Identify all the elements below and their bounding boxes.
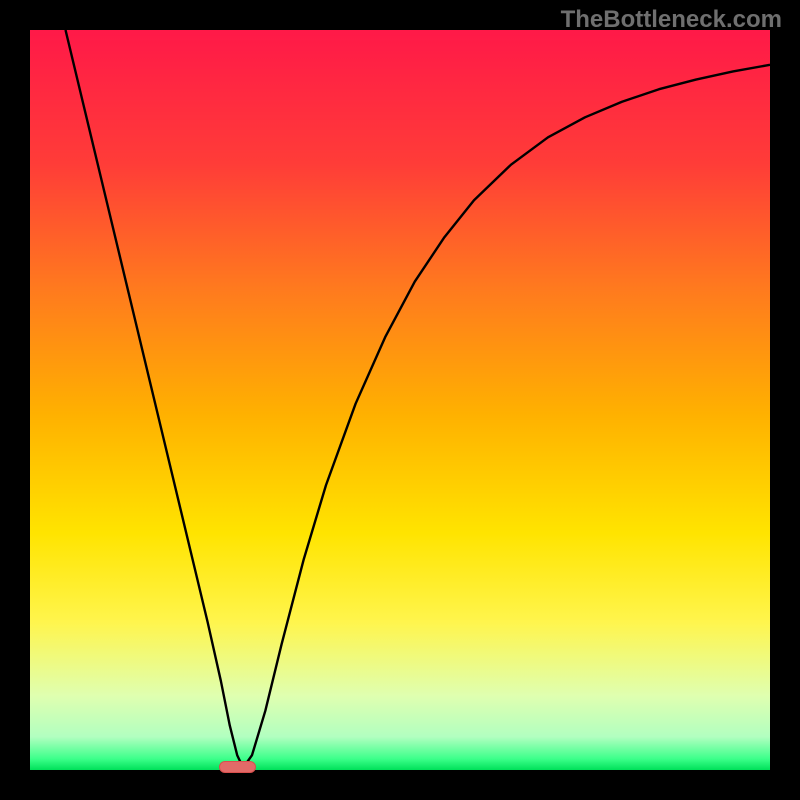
curve-layer: [30, 30, 770, 770]
minimum-marker: [219, 761, 256, 773]
chart-container: TheBottleneck.com: [0, 0, 800, 800]
watermark-text: TheBottleneck.com: [561, 6, 782, 34]
bottleneck-curve: [66, 30, 770, 768]
